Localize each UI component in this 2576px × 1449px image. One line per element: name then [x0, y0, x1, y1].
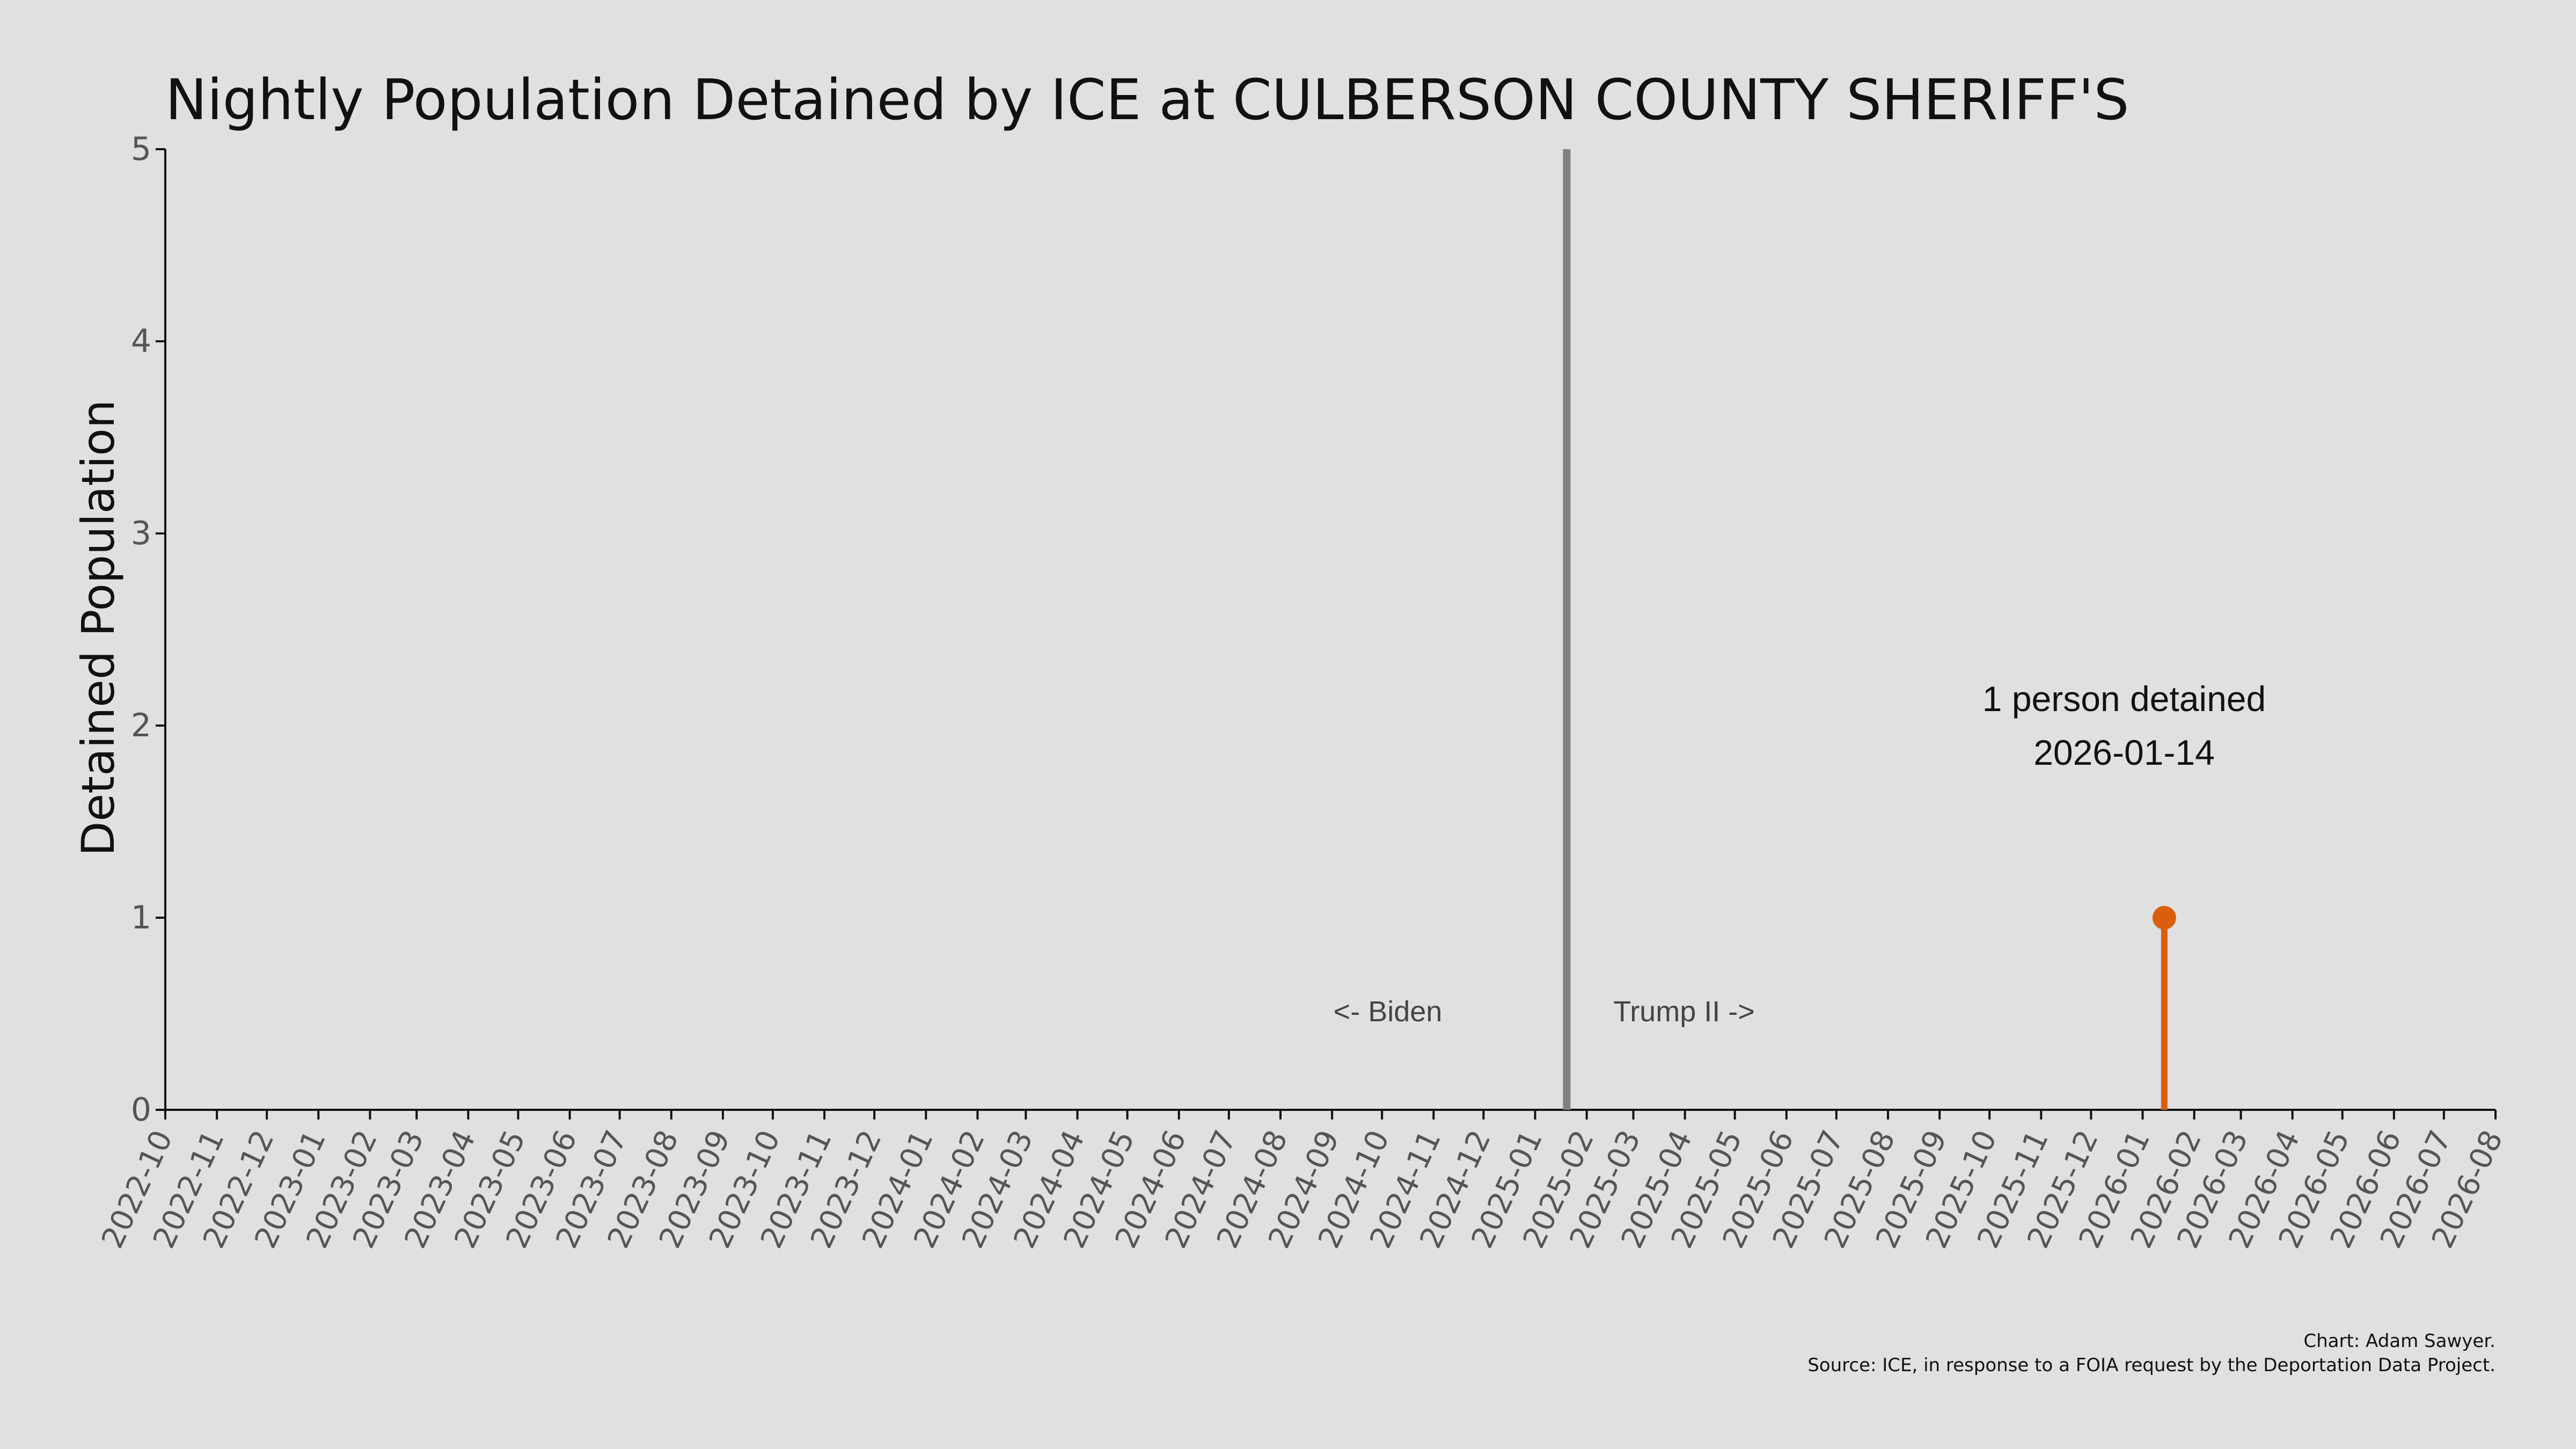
x-ticks: 2022-102022-112022-122023-012023-022023-… — [95, 1110, 2510, 1254]
biden-era-label: <- Biden — [1334, 996, 1443, 1028]
y-tick-label: 1 — [131, 899, 151, 936]
data-point — [2152, 906, 2176, 930]
y-axis-label: Detained Population — [72, 400, 125, 856]
axes — [164, 149, 2496, 1111]
series-layer — [2152, 906, 2176, 1110]
y-tick-label: 5 — [131, 130, 151, 168]
y-tick-label: 0 — [131, 1091, 151, 1129]
chart-source: Source: ICE, in response to a FOIA reque… — [1807, 1355, 2496, 1376]
point-annotation-count: 1 person detained — [1982, 679, 2266, 719]
chart-title: Nightly Population Detained by ICE at CU… — [165, 67, 2129, 133]
y-ticks: 0 1 2 3 4 5 — [131, 130, 165, 1129]
y-tick-label: 4 — [131, 323, 151, 360]
trump-era-label: Trump II -> — [1613, 996, 1755, 1028]
y-tick-label: 3 — [131, 515, 151, 552]
point-annotation-date: 2026-01-14 — [2033, 733, 2215, 772]
chart-credit: Chart: Adam Sawyer. — [2303, 1330, 2496, 1352]
y-tick-label: 2 — [131, 707, 151, 744]
